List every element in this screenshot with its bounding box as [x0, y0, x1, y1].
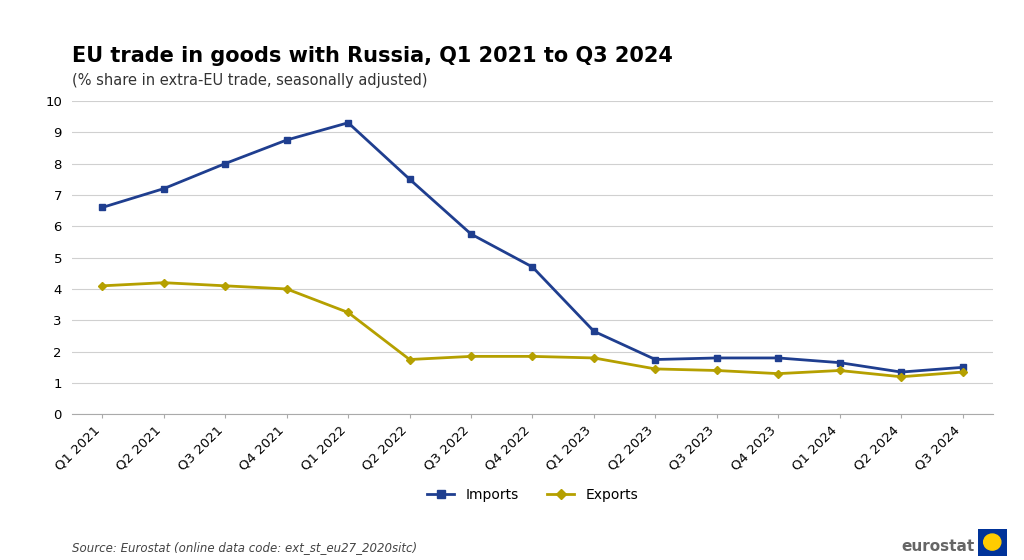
Exports — [526, 353, 539, 360]
Text: Source: Eurostat (online data code: ext_st_eu27_2020sitc): Source: Eurostat (online data code: ext_… — [72, 542, 417, 554]
Imports — [465, 231, 477, 237]
Exports — [342, 309, 354, 316]
Imports — [711, 354, 723, 361]
Exports — [403, 356, 416, 363]
Imports — [403, 176, 416, 183]
Text: EU trade in goods with Russia, Q1 2021 to Q3 2024: EU trade in goods with Russia, Q1 2021 t… — [72, 46, 673, 66]
Exports — [219, 282, 231, 289]
Exports — [588, 354, 600, 361]
Imports — [96, 204, 109, 211]
Text: (% share in extra-EU trade, seasonally adjusted): (% share in extra-EU trade, seasonally a… — [72, 73, 427, 88]
Imports — [281, 137, 293, 143]
Imports — [649, 356, 662, 363]
Legend: Imports, Exports: Imports, Exports — [421, 483, 644, 508]
Exports — [649, 366, 662, 372]
Imports — [772, 354, 784, 361]
Exports — [96, 282, 109, 289]
Imports — [956, 364, 969, 371]
Imports — [158, 185, 170, 192]
Exports — [465, 353, 477, 360]
Exports — [711, 367, 723, 374]
Imports — [588, 328, 600, 335]
Circle shape — [984, 534, 1000, 550]
Exports — [834, 367, 846, 374]
Exports — [158, 279, 170, 286]
Imports — [526, 264, 539, 270]
Exports — [956, 368, 969, 375]
Text: eurostat: eurostat — [901, 539, 975, 554]
Line: Imports: Imports — [99, 119, 966, 376]
Imports — [219, 160, 231, 167]
Imports — [342, 119, 354, 126]
Line: Exports: Exports — [99, 280, 966, 380]
Exports — [281, 286, 293, 292]
Exports — [895, 374, 907, 380]
Imports — [834, 360, 846, 366]
Exports — [772, 370, 784, 377]
Imports — [895, 368, 907, 375]
